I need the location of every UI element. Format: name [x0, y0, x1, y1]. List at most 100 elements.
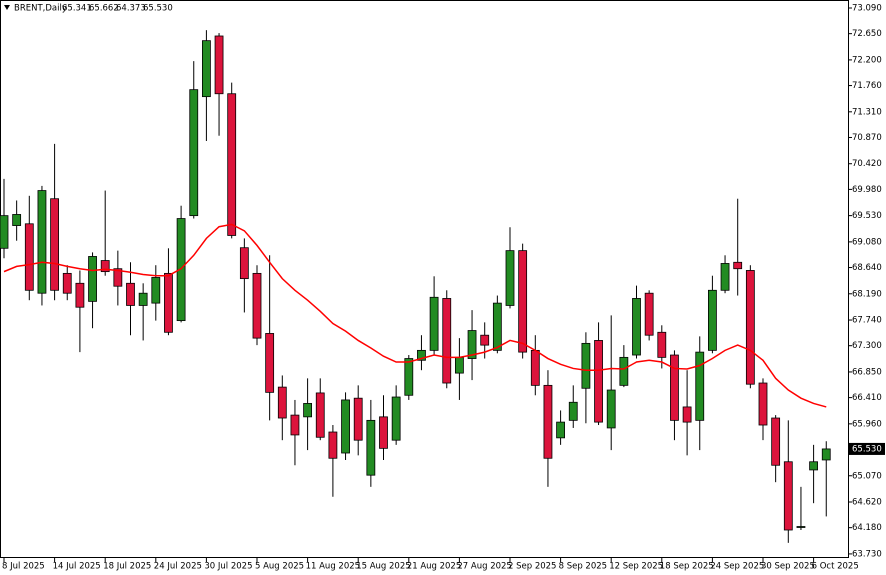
y-tick-label: 69.080	[852, 237, 882, 247]
candle-body	[442, 298, 452, 384]
y-tick-label: 73.090	[852, 3, 882, 13]
candle-body	[530, 349, 540, 386]
candle-body	[821, 448, 831, 461]
candle-body	[100, 260, 110, 273]
y-tick-label: 65.960	[852, 419, 882, 429]
symbol-label: BRENT,Daily	[14, 4, 67, 14]
candle-body	[543, 384, 553, 459]
candle-body	[733, 261, 743, 270]
candle-body	[581, 342, 591, 389]
x-tick-label: 27 Aug 2025	[457, 562, 511, 572]
y-tick-label: 67.740	[852, 316, 882, 326]
x-tick-label: 11 Aug 2025	[306, 562, 360, 572]
x-tick-label: 30 Jul 2025	[204, 562, 252, 572]
candle-body	[720, 263, 730, 291]
candle-body	[62, 272, 72, 294]
plot-frame	[0, 0, 849, 558]
x-tick-label: 15 Aug 2025	[356, 562, 410, 572]
y-tick-label: 65.070	[852, 471, 882, 481]
candle-body	[708, 289, 717, 351]
candle-body	[37, 190, 47, 294]
y-tick-label: 66.850	[852, 367, 882, 377]
candle-body	[126, 282, 135, 306]
candle-body	[176, 218, 186, 322]
x-tick-label: 18 Sep 2025	[660, 562, 714, 572]
header-value: 65.662	[89, 4, 119, 14]
candle-body	[0, 215, 9, 249]
y-tick-label: 68.640	[852, 263, 882, 273]
x-tick-label: 24 Jul 2025	[154, 562, 202, 572]
x-tick-label: 30 Sep 2025	[761, 562, 815, 572]
candle-body	[670, 354, 679, 421]
candle-body	[556, 421, 565, 439]
x-tick-label: 18 Jul 2025	[103, 562, 151, 572]
y-tick-label: 71.760	[852, 81, 882, 91]
y-tick-label: 63.730	[852, 549, 882, 559]
candle-body	[24, 223, 34, 291]
candle-body	[682, 406, 692, 423]
candle-body	[214, 35, 224, 95]
moving-average	[3, 223, 827, 408]
y-tick-label: 67.300	[852, 341, 882, 351]
candle-body	[227, 93, 237, 236]
candle-body	[151, 277, 161, 304]
candle-body	[417, 349, 426, 361]
candle-body	[75, 282, 85, 308]
candle-body	[50, 198, 59, 291]
y-tick-label: 69.530	[852, 211, 882, 221]
candle-body	[505, 250, 515, 306]
x-tick-label: 14 Jul 2025	[53, 562, 101, 572]
candle-body	[265, 333, 275, 393]
header-value: 65.341	[62, 4, 92, 14]
candle-body	[113, 268, 123, 287]
y-tick-label: 66.410	[852, 393, 882, 403]
x-tick-label: 21 Aug 2025	[407, 562, 461, 572]
header-value: 65.530	[143, 4, 173, 14]
y-tick-label: 71.310	[852, 107, 882, 117]
y-tick-label: 64.180	[852, 523, 882, 533]
x-tick-label: 12 Sep 2025	[609, 562, 663, 572]
header-value: 64.373	[116, 4, 146, 14]
candle-body	[568, 401, 578, 421]
y-tick-label: 70.420	[852, 159, 882, 169]
candle-body	[467, 330, 477, 359]
x-tick-label: 6 Oct 2025	[812, 562, 859, 572]
candle-body	[189, 89, 199, 217]
candle-body	[328, 431, 338, 459]
candle-body	[492, 302, 502, 351]
candle-body	[783, 461, 793, 531]
candle-body	[12, 214, 22, 226]
candle-body	[277, 386, 287, 419]
candle-body	[366, 419, 376, 476]
candle-body	[695, 351, 705, 421]
candle-body	[657, 331, 667, 358]
candle-body	[518, 250, 528, 353]
y-tick-label: 72.200	[852, 55, 882, 65]
candle-body	[771, 417, 781, 466]
candle-body	[480, 334, 490, 346]
candle-body	[341, 399, 350, 454]
candle-body	[404, 358, 414, 396]
y-tick-label: 70.870	[852, 133, 882, 143]
y-tick-label: 68.190	[852, 289, 882, 299]
candle-body	[252, 272, 262, 339]
candle-body	[315, 392, 325, 438]
last-price-label: 65.530	[852, 444, 882, 454]
last-price-box	[849, 442, 885, 455]
x-tick-label: 24 Sep 2025	[710, 562, 764, 572]
candle-body	[632, 298, 641, 356]
menu-icon	[4, 5, 10, 10]
y-tick-label: 69.980	[852, 185, 882, 195]
candle-body	[303, 403, 313, 418]
candle-body	[758, 382, 768, 426]
candle-body	[594, 340, 603, 423]
x-tick-label: 8 Sep 2025	[559, 562, 607, 572]
candle-body	[429, 296, 439, 351]
candle-body	[88, 256, 97, 302]
candle-body	[644, 292, 654, 336]
candle-body	[290, 414, 300, 436]
x-tick-label: 8 Jul 2025	[2, 562, 45, 572]
candle-body	[745, 270, 755, 385]
candle-body	[391, 396, 401, 441]
